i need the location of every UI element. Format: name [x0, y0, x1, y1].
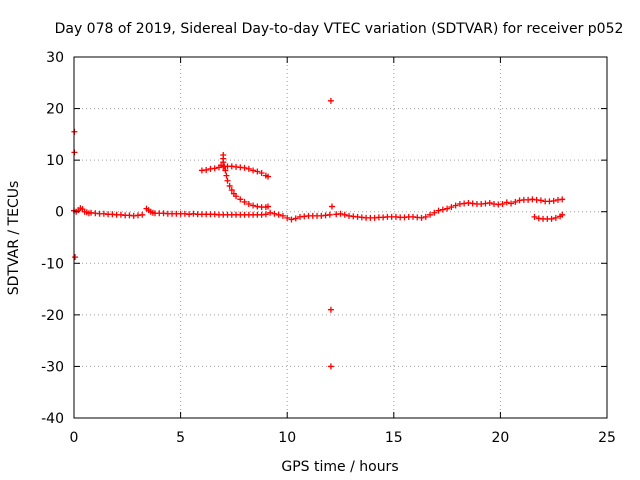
data-point: [211, 165, 218, 172]
data-point: [223, 172, 230, 179]
data-point: [431, 209, 438, 216]
ticks-layer: [73, 56, 608, 419]
plot-frame: [73, 56, 608, 419]
data-point: [548, 215, 555, 222]
data-point: [265, 173, 272, 180]
data-point: [288, 216, 295, 223]
data-point: [72, 254, 79, 261]
y-tick-label: -30: [41, 359, 64, 375]
data-point: [486, 199, 493, 206]
data-point: [241, 198, 248, 205]
data-point: [418, 214, 425, 221]
y-tick-label: -20: [41, 308, 64, 324]
x-tick-label: 0: [70, 430, 79, 446]
grid-layer: [74, 57, 607, 418]
data-point: [250, 167, 257, 174]
data-point: [241, 164, 248, 171]
data-point: [228, 187, 235, 194]
data-point: [139, 211, 146, 218]
data-point: [452, 202, 459, 209]
data-point: [203, 166, 210, 173]
data-point: [262, 211, 269, 218]
data-point: [422, 213, 429, 220]
data-point: [552, 214, 559, 221]
data-point: [499, 200, 506, 207]
data-point: [439, 206, 446, 213]
data-point: [226, 182, 233, 189]
y-tick-label: -40: [41, 411, 64, 427]
data-point: [224, 177, 231, 184]
x-tick-label: 10: [278, 430, 296, 446]
data-point: [258, 170, 265, 177]
data-point: [448, 204, 455, 211]
data-point: [327, 97, 334, 104]
y-tick-label: 20: [46, 102, 64, 118]
data-point: [328, 203, 335, 210]
x-axis-label: GPS time / hours: [281, 459, 398, 475]
data-point: [327, 306, 334, 313]
data-point: [341, 211, 348, 218]
data-point: [508, 200, 515, 207]
data-point: [245, 200, 252, 207]
y-axis-label: SDTVAR / TECUs: [6, 181, 22, 296]
data-point: [327, 363, 334, 370]
y-tick-label: -10: [41, 256, 64, 272]
chart-title: Day 078 of 2019, Sidereal Day-to-day VTE…: [55, 21, 624, 37]
data-point: [233, 193, 240, 200]
data-point: [326, 211, 333, 218]
y-tick-label: 30: [46, 50, 64, 66]
data-point: [220, 159, 227, 166]
data-point: [222, 167, 229, 174]
data-point: [292, 215, 299, 222]
data-point: [267, 209, 274, 216]
x-tick-label: 20: [491, 430, 509, 446]
data-point: [250, 202, 257, 209]
y-tick-label: 0: [55, 205, 64, 221]
y-tick-label: 10: [46, 153, 64, 169]
data-point: [427, 211, 434, 218]
data-point: [435, 207, 442, 214]
data-point: [503, 199, 510, 206]
data-point: [537, 197, 544, 204]
data-point: [221, 163, 228, 170]
x-tick-label: 25: [598, 430, 616, 446]
data-point: [245, 165, 252, 172]
data-points-layer: [71, 97, 566, 370]
data-point: [284, 214, 291, 221]
data-point: [559, 196, 566, 203]
data-point: [237, 196, 244, 203]
data-point: [444, 205, 451, 212]
labels-layer: 0 5 10 15 20 25 -40 -30 -20 -10 0 10 20 30: [41, 50, 616, 446]
data-point: [337, 210, 344, 217]
x-tick-label: 15: [385, 430, 403, 446]
x-tick-label: 5: [176, 430, 185, 446]
data-point: [271, 210, 278, 217]
data-point: [531, 213, 538, 220]
data-point: [559, 211, 566, 218]
data-point: [275, 211, 282, 218]
data-point: [279, 212, 286, 219]
data-point: [512, 198, 519, 205]
data-point: [550, 197, 557, 204]
data-point: [254, 168, 261, 175]
data-point: [265, 203, 272, 210]
